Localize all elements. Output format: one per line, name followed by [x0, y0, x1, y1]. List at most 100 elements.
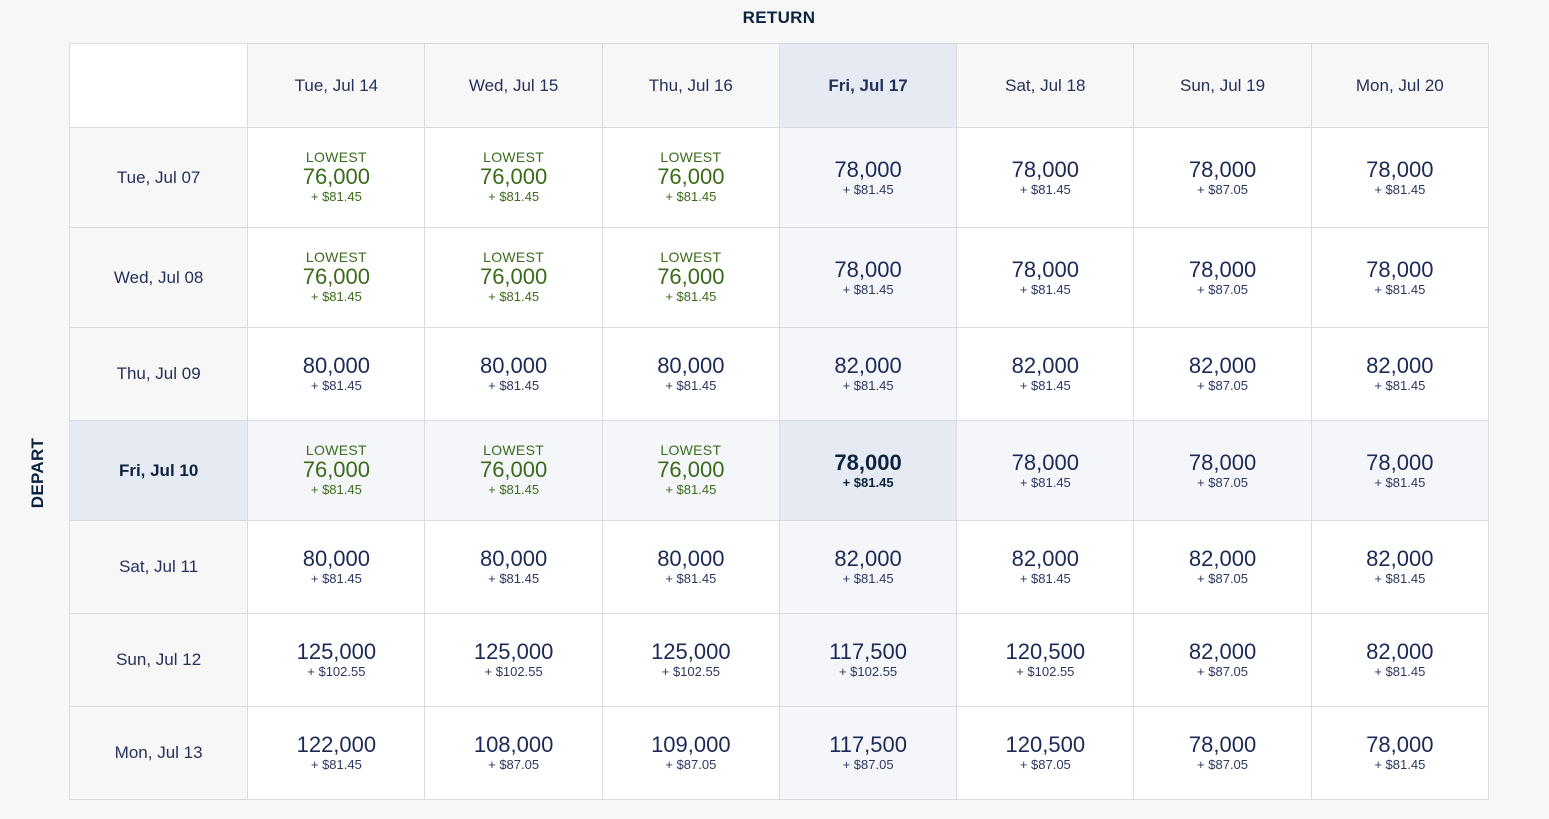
- points-value: 76,000: [479, 264, 548, 289]
- fare-cell[interactable]: 108,000 + $87.05: [424, 706, 603, 800]
- fare-cell[interactable]: LOWEST 76,000 + $81.45: [601, 420, 780, 521]
- fare-cell[interactable]: 82,000 + $81.45: [778, 327, 958, 421]
- fare-cell[interactable]: 82,000 + $87.05: [1133, 613, 1312, 707]
- fee-value: + $81.45: [488, 571, 540, 586]
- fee-value: + $81.45: [842, 281, 894, 297]
- fare-cell[interactable]: 78,000 + $81.45: [956, 127, 1135, 228]
- fare-cell[interactable]: 80,000 + $81.45: [247, 520, 426, 614]
- fare-cell[interactable]: 117,500 + $87.05: [778, 706, 958, 800]
- fee-value: + $81.45: [488, 289, 540, 304]
- fare-cell[interactable]: LOWEST 76,000 + $81.45: [601, 227, 780, 328]
- points-value: 78,000: [1366, 256, 1434, 282]
- fare-cell[interactable]: 82,000 + $81.45: [1310, 327, 1490, 421]
- points-value: 82,000: [1188, 546, 1257, 571]
- points-value: 78,000: [1188, 256, 1257, 282]
- fare-cell[interactable]: 109,000 + $87.05: [601, 706, 780, 800]
- points-value: 78,000: [1366, 732, 1434, 757]
- depart-date-header: Tue, Jul 07: [68, 127, 249, 228]
- fee-value: + $87.05: [1197, 281, 1249, 297]
- fare-cell[interactable]: 78,000 + $81.45: [778, 127, 958, 228]
- fare-cell[interactable]: 78,000 + $81.45: [1310, 420, 1490, 521]
- fare-cell[interactable]: 80,000 + $81.45: [601, 327, 780, 421]
- points-value: 78,000: [1366, 449, 1434, 475]
- return-date-header: Wed, Jul 15: [424, 43, 603, 128]
- fare-cell[interactable]: 80,000 + $81.45: [424, 520, 603, 614]
- fee-value: + $102.55: [307, 664, 366, 679]
- grid-corner: [68, 43, 249, 128]
- depart-row: Mon, Jul 13 122,000 + $81.45 108,000 + $87.0…: [68, 706, 1490, 800]
- fare-cell[interactable]: LOWEST 76,000 + $81.45: [424, 127, 603, 228]
- fee-value: + $87.05: [1197, 378, 1249, 393]
- lowest-badge: LOWEST: [305, 442, 367, 458]
- points-value: 82,000: [834, 353, 902, 378]
- fare-cell[interactable]: LOWEST 76,000 + $81.45: [247, 227, 426, 328]
- fare-cell[interactable]: LOWEST 76,000 + $81.45: [424, 420, 603, 521]
- fare-cell[interactable]: 80,000 + $81.45: [247, 327, 426, 421]
- fee-value: + $87.05: [1197, 664, 1249, 679]
- fee-value: + $81.45: [842, 181, 894, 197]
- fare-cell[interactable]: LOWEST 76,000 + $81.45: [247, 127, 426, 228]
- points-value: 108,000: [473, 732, 554, 757]
- fare-cell[interactable]: 78,000 + $81.45: [1310, 706, 1490, 800]
- points-value: 117,500: [829, 732, 908, 757]
- fare-cell[interactable]: 78,000 + $81.45: [1310, 227, 1490, 328]
- points-value: 78,000: [1011, 449, 1079, 475]
- fare-cell[interactable]: 78,000 + $87.05: [1133, 706, 1312, 800]
- fare-cell[interactable]: 122,000 + $81.45: [247, 706, 426, 800]
- depart-axis-label: DEPART: [26, 438, 50, 508]
- fee-value: + $81.45: [1374, 571, 1426, 586]
- points-value: 76,000: [657, 264, 725, 289]
- points-value: 82,000: [834, 546, 902, 571]
- points-value: 78,000: [1188, 449, 1257, 475]
- fee-value: + $81.45: [310, 757, 362, 772]
- fare-cell[interactable]: 82,000 + $81.45: [1310, 520, 1490, 614]
- fare-cell[interactable]: 80,000 + $81.45: [424, 327, 603, 421]
- fare-cell[interactable]: 125,000 + $102.55: [247, 613, 426, 707]
- depart-row: Fri, Jul 10 LOWEST 76,000 + $81.45 LOWEST 76,…: [68, 420, 1490, 521]
- depart-row: Tue, Jul 07 LOWEST 76,000 + $81.45 LOWEST 76,…: [68, 127, 1490, 228]
- fare-cell[interactable]: 78,000 + $81.45: [956, 227, 1135, 328]
- fee-value: + $87.05: [1019, 757, 1071, 772]
- points-value: 125,000: [473, 639, 554, 664]
- fare-cell[interactable]: 82,000 + $81.45: [956, 327, 1135, 421]
- return-date-header: Sun, Jul 19: [1133, 43, 1312, 128]
- fee-value: + $87.05: [1197, 181, 1249, 197]
- fee-value: + $87.05: [488, 757, 540, 772]
- fare-cell[interactable]: 120,500 + $87.05: [956, 706, 1135, 800]
- fare-cell[interactable]: 120,500 + $102.55: [956, 613, 1135, 707]
- return-date-header: Mon, Jul 20: [1310, 43, 1490, 128]
- fare-cell[interactable]: 78,000 + $81.45: [956, 420, 1135, 521]
- fare-cell[interactable]: 125,000 + $102.55: [601, 613, 780, 707]
- points-value: 82,000: [1188, 639, 1257, 664]
- fare-cell[interactable]: LOWEST 76,000 + $81.45: [601, 127, 780, 228]
- fare-cell[interactable]: LOWEST 76,000 + $81.45: [424, 227, 603, 328]
- fare-cell[interactable]: 117,500 + $102.55: [778, 613, 958, 707]
- fee-value: + $81.45: [1374, 664, 1426, 679]
- points-value: 78,000: [834, 449, 902, 475]
- fare-cell[interactable]: 82,000 + $87.05: [1133, 520, 1312, 614]
- points-value: 122,000: [296, 732, 377, 757]
- return-date-header: Sat, Jul 18: [956, 43, 1135, 128]
- points-value: 82,000: [1188, 353, 1257, 378]
- fare-cell[interactable]: 82,000 + $81.45: [956, 520, 1135, 614]
- fare-cell[interactable]: 78,000 + $87.05: [1133, 420, 1312, 521]
- fee-value: + $81.45: [488, 189, 540, 204]
- fare-cell[interactable]: 80,000 + $81.45: [601, 520, 780, 614]
- fare-cell[interactable]: 125,000 + $102.55: [424, 613, 603, 707]
- depart-date-header: Thu, Jul 09: [68, 327, 249, 421]
- fee-value: + $102.55: [838, 664, 898, 679]
- fare-cell[interactable]: 78,000 + $81.45: [778, 227, 958, 328]
- fare-cell[interactable]: 82,000 + $87.05: [1133, 327, 1312, 421]
- fare-cell[interactable]: 78,000 + $81.45: [1310, 127, 1490, 228]
- fee-value: + $81.45: [665, 289, 717, 304]
- points-value: 78,000: [1011, 156, 1079, 182]
- fare-cell[interactable]: LOWEST 76,000 + $81.45: [247, 420, 426, 521]
- return-date-header-row: Tue, Jul 14 Wed, Jul 15 Thu, Jul 16 Fri, Ju…: [68, 43, 1490, 128]
- fare-cell[interactable]: 78,000 + $87.05: [1133, 127, 1312, 228]
- points-value: 82,000: [1366, 546, 1434, 571]
- fare-cell[interactable]: 78,000 + $81.45: [778, 420, 958, 521]
- fare-cell[interactable]: 82,000 + $81.45: [778, 520, 958, 614]
- fare-cell[interactable]: 78,000 + $87.05: [1133, 227, 1312, 328]
- fare-cell[interactable]: 82,000 + $81.45: [1310, 613, 1490, 707]
- points-value: 78,000: [834, 156, 902, 182]
